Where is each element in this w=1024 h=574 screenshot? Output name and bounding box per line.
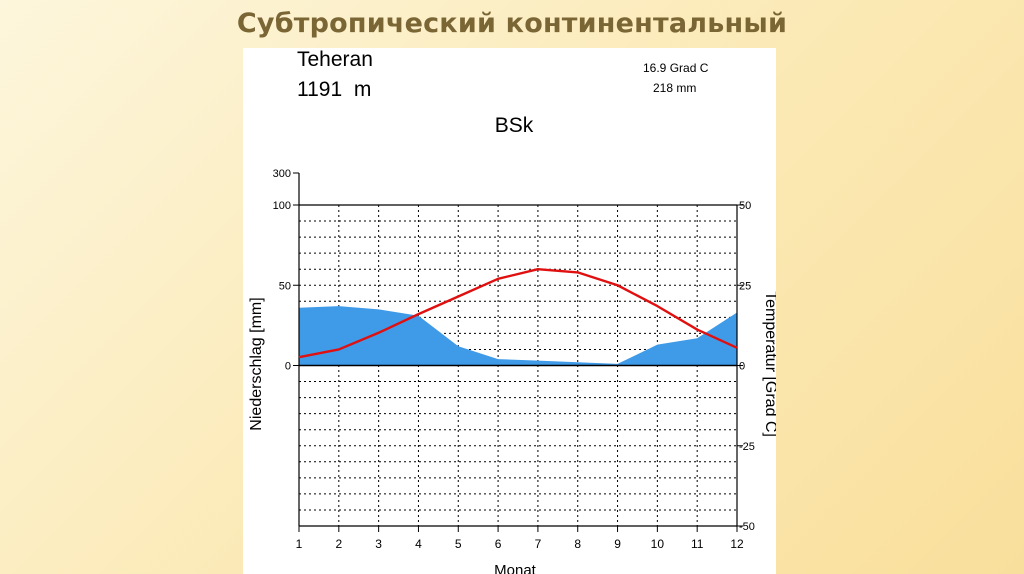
x-tick-label: 2 — [335, 537, 342, 551]
left-tick-label: 100 — [273, 200, 291, 212]
x-tick-label: 12 — [730, 537, 744, 551]
y-axis-label-left: Niederschlag [mm] — [248, 297, 265, 430]
x-tick-label: 11 — [691, 537, 704, 551]
right-tick-label: 25 — [739, 280, 751, 292]
left-tick-label: 300 — [273, 168, 291, 180]
mean-temperature: 16.9 Grad C — [643, 61, 709, 75]
plot-frame — [293, 172, 743, 532]
right-tick-label: -25 — [739, 441, 755, 453]
x-tick-label: 1 — [296, 537, 303, 551]
station-elevation: 1191 m — [297, 78, 371, 101]
right-tick-label: -50 — [739, 521, 755, 533]
x-tick-label: 3 — [375, 537, 382, 551]
left-tick-label: 50 — [279, 280, 291, 292]
x-tick-label: 8 — [574, 537, 581, 551]
precipitation-area — [299, 306, 737, 366]
x-tick-label: 6 — [495, 537, 502, 551]
x-tick-label: 9 — [614, 537, 621, 551]
x-tick-label: 10 — [651, 537, 665, 551]
right-tick-label: 50 — [739, 200, 751, 212]
station-name: Teheran — [297, 48, 373, 71]
x-axis-label: Monat — [494, 562, 537, 574]
annual-precipitation: 218 mm — [653, 81, 696, 95]
chart-panel: 300 100 50 0 50 25 0 -25 -50 1 2 3 4 5 6 7 8 9 10 11 12 Tehe… — [243, 48, 776, 574]
x-tick-label: 4 — [415, 537, 422, 551]
temperature-line-layer — [298, 267, 738, 359]
right-tick-label: 0 — [739, 361, 745, 373]
slide-title: Субтропический континентальный — [236, 8, 788, 39]
precipitation-area-layer — [299, 306, 737, 366]
climate-class: BSk — [495, 114, 534, 137]
left-tick-label: 0 — [285, 361, 291, 373]
x-tick-label: 7 — [535, 537, 542, 551]
y-axis-label-right: Temperatur [Grad C] — [762, 291, 776, 437]
temperature-line — [298, 267, 738, 359]
x-tick-label: 5 — [455, 537, 462, 551]
